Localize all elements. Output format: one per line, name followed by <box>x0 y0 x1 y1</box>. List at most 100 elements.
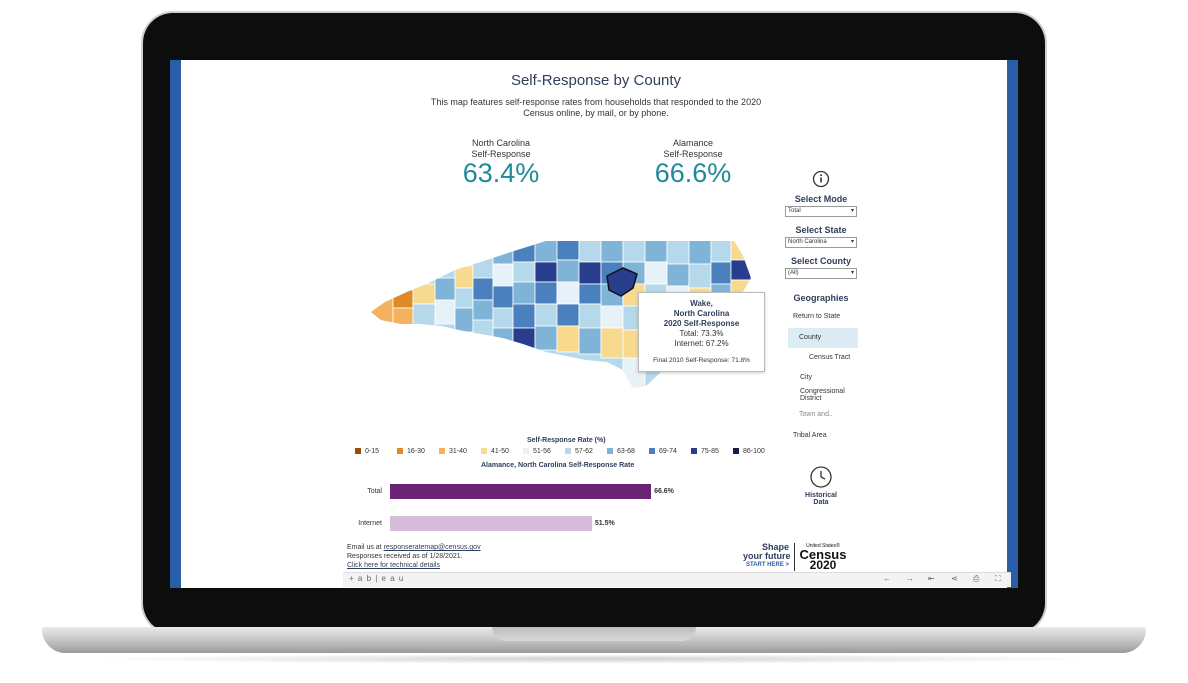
geo-city[interactable]: City <box>800 374 813 381</box>
state-metric-caption: Self-Response <box>471 149 531 159</box>
bar-total[interactable] <box>390 484 652 499</box>
legend-label: 41-50 <box>491 448 509 455</box>
bar-internet[interactable] <box>390 516 592 531</box>
logo-your-future: your future <box>743 551 791 561</box>
legend-label: 16-30 <box>407 448 425 455</box>
legend-item: 51-56 <box>523 448 551 455</box>
tooltip-final-2010: Final 2010 Self-Response: 71.8% <box>653 357 750 364</box>
page-title: Self-Response by County <box>510 72 682 89</box>
dashboard: Self-Response by County This map feature… <box>181 60 1011 588</box>
historical-line2: Data <box>813 499 829 506</box>
laptop-notch <box>492 627 696 641</box>
mode-select[interactable]: Total ▾ <box>785 206 857 217</box>
county-label: Select County <box>790 256 851 266</box>
legend-label: 51-56 <box>533 448 551 455</box>
footer-received: Responses received as of 1/28/2021. <box>347 553 463 560</box>
technical-details-link[interactable]: Click here for technical details <box>347 562 440 569</box>
legend-item: 86-100 <box>733 448 765 455</box>
info-icon[interactable] <box>812 170 830 188</box>
download-icon[interactable]: ⎙ <box>973 574 980 583</box>
legend-title: Self-Response Rate (%) <box>527 437 606 444</box>
county-metric-name: Alamance <box>672 138 714 148</box>
tooltip-county: Wake, <box>690 299 713 308</box>
logo-shape: Shape <box>761 542 789 552</box>
legend-item: 31-40 <box>439 448 467 455</box>
logo-year: 2020 <box>809 558 837 572</box>
legend-item: 75-85 <box>691 448 719 455</box>
geo-county[interactable]: County <box>788 328 858 348</box>
legend-swatch <box>481 448 487 455</box>
geo-congressional-district[interactable]: Congressional District <box>800 388 845 402</box>
mode-select-value: Total <box>788 208 801 214</box>
legend-swatch <box>691 448 697 455</box>
screen: Self-Response by County This map feature… <box>170 60 1018 588</box>
legend-swatch <box>397 448 403 455</box>
logo-census: Census <box>799 547 847 562</box>
legend-label: 63-68 <box>617 448 635 455</box>
wake-county-highlight[interactable] <box>606 267 638 297</box>
historical-data-link[interactable]: Historical Data <box>776 492 866 506</box>
county-metric-caption: Self-Response <box>663 149 723 159</box>
legend-swatch <box>733 448 739 455</box>
bar-category-label: Total <box>367 488 382 495</box>
tableau-logo[interactable]: + a b | e a u <box>349 574 405 583</box>
redo-icon[interactable]: → <box>906 574 914 583</box>
legend-label: 31-40 <box>449 448 467 455</box>
logo-divider <box>794 543 795 571</box>
share-icon[interactable]: ⋖ <box>951 574 958 583</box>
legend-item: 41-50 <box>481 448 509 455</box>
geographies-label: Geographies <box>793 293 849 303</box>
chevron-down-icon: ▾ <box>850 270 854 276</box>
tooltip-heading: 2020 Self-Response <box>663 319 740 328</box>
bar-category-label: Internet <box>358 520 382 527</box>
county-metric-label: Alamance Self-Response <box>623 138 763 160</box>
state-select[interactable]: North Carolina ▾ <box>785 237 857 248</box>
bar-chart-title: Alamance, North Carolina Self-Response R… <box>481 462 635 469</box>
page-subtitle: This map features self-response rates fr… <box>430 97 762 118</box>
geo-return-to-state[interactable]: Return to State <box>793 313 841 320</box>
legend-swatch <box>523 448 529 455</box>
legend-swatch <box>565 448 571 455</box>
county-tooltip: Wake, North Carolina 2020 Self-Response … <box>638 292 765 372</box>
footer-email-prefix: Email us at <box>347 544 384 551</box>
historical-line1: Historical <box>805 492 837 499</box>
state-metric-value: 63.4% <box>462 158 540 188</box>
geo-census-tract[interactable]: Census Tract <box>809 354 851 361</box>
email-link[interactable]: responseratemap@census.gov <box>383 544 481 551</box>
legend-label: 69-74 <box>659 448 677 455</box>
legend-item: 57-62 <box>565 448 593 455</box>
bar-value-label: 51.5% <box>594 520 615 527</box>
clock-icon[interactable] <box>809 465 833 489</box>
legend-label: 86-100 <box>743 448 765 455</box>
legend-swatch <box>439 448 445 455</box>
fullscreen-icon[interactable]: ⛶ <box>995 574 1001 583</box>
geo-tribal-area[interactable]: Tribal Area <box>793 432 827 439</box>
county-select-value: (All) <box>788 270 799 276</box>
footer-email-line: Email us at responseratemap@census.gov <box>347 543 481 552</box>
sidebar: Select Mode Total ▾ Select State North Ca… <box>776 168 866 506</box>
bar-value-label: 66.6% <box>654 488 674 495</box>
legend-swatch <box>355 448 361 455</box>
county-select[interactable]: (All) ▾ <box>785 268 857 279</box>
revert-icon[interactable]: ⇤ <box>928 574 935 583</box>
state-label: Select State <box>795 225 847 235</box>
legend-item: 63-68 <box>607 448 635 455</box>
county-metric-value: 66.6% <box>654 158 732 188</box>
mode-label: Select Mode <box>794 194 848 204</box>
legend-item: 0-15 <box>355 448 379 455</box>
legend-label: 57-62 <box>575 448 593 455</box>
logo-united-states: United States® <box>806 543 840 549</box>
legend-item: 16-30 <box>397 448 425 455</box>
tooltip-internet: Internet: 67.2% <box>674 339 729 348</box>
laptop-shadow <box>80 654 1110 664</box>
legend-label: 0-15 <box>365 448 380 455</box>
geo-town[interactable]: Town and.. <box>799 411 833 418</box>
state-metric-name: North Carolina <box>471 138 531 148</box>
tooltip-state: North Carolina <box>673 309 730 318</box>
undo-icon[interactable]: ← <box>883 574 891 583</box>
chevron-down-icon: ▾ <box>850 208 854 214</box>
legend-swatch <box>607 448 613 455</box>
legend-swatch <box>649 448 655 455</box>
tooltip-total: Total: 73.3% <box>679 329 724 338</box>
state-select-value: North Carolina <box>788 239 827 245</box>
